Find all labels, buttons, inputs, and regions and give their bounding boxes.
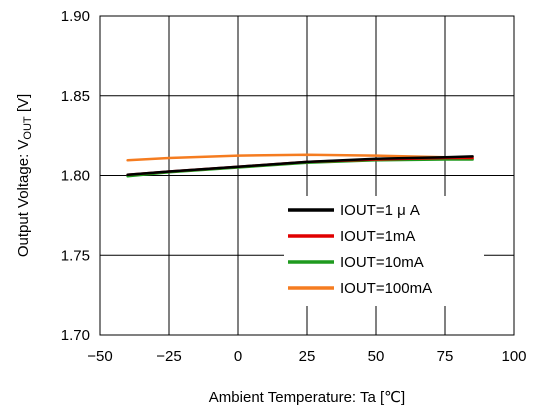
y-axis-label-main: Output Voltage: V [15,140,32,258]
legend-label: IOUT=10mA [340,254,424,271]
y-axis-label-unit: [V] [15,94,32,117]
y-tick-label: 1.90 [61,8,90,25]
x-tick-label: 100 [501,348,526,365]
y-tick-label: 1.80 [61,168,90,185]
plot-frame [99,15,515,336]
y-tick-label: 1.75 [61,247,90,264]
x-tick-label: 50 [368,348,385,365]
legend-label: IOUT=1mA [340,228,415,245]
series-line-1 [126,155,474,176]
x-tick-label: 0 [234,348,242,365]
legend: IOUT=1 μ A IOUT=1mA IOUT=10mA IOUT=100mA [284,196,484,306]
y-tick-label: 1.85 [61,88,90,105]
y-tick-label: 1.70 [61,327,90,344]
legend-label: IOUT=1 μ A [340,202,420,219]
series-lines [126,153,474,178]
legend-label: IOUT=100mA [340,280,432,297]
tick-labels: −50 −25 0 25 50 75 100 1.70 1.75 1.80 1.85 1.90 [61,8,527,365]
x-tick-label: 25 [299,348,316,365]
x-tick-label: −50 [87,348,112,365]
x-tick-label: 75 [437,348,454,365]
y-axis-label: Output Voltage: VOUT [V] [15,94,34,257]
x-tick-label: −25 [156,348,181,365]
x-axis-label: Ambient Temperature: Ta [℃] [209,389,405,406]
y-axis-label-subscript: OUT [22,116,34,140]
